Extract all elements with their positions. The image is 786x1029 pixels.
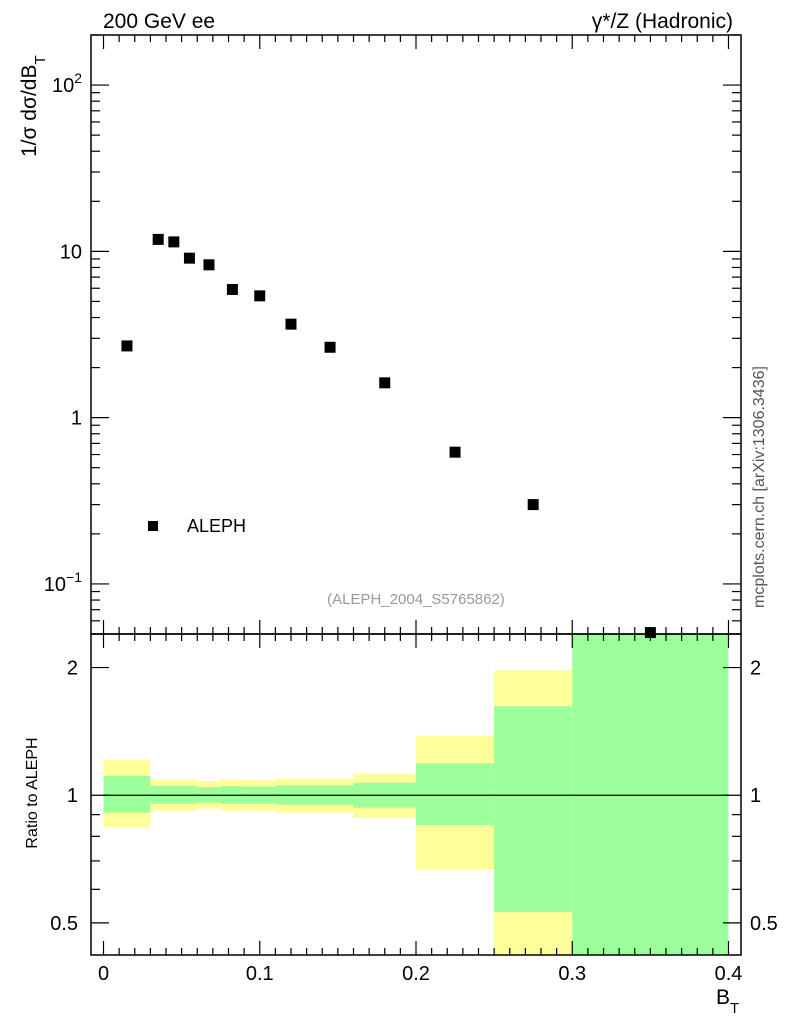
xaxis-label: BT: [716, 986, 739, 1017]
main-ytick-label: 10: [60, 241, 82, 263]
ratio-ylabel: Ratio to ALEPH: [24, 737, 41, 848]
main-ylabel: 1/σ dσ/dBT: [18, 55, 49, 157]
xtick-label: 0.3: [558, 963, 586, 985]
ticks: 0 0.1 0.2 0.3 0.4 10−1 1 10 102 0.5 0.5 1 1 2 2: [44, 34, 778, 985]
ratio-inner-band-8: [494, 706, 573, 913]
xtick-label: 0.2: [402, 963, 430, 985]
data-point-aleph: [449, 446, 461, 458]
xtick-label: 0: [98, 963, 109, 985]
data-point-aleph: [324, 341, 336, 353]
data-point-aleph: [152, 233, 164, 245]
data-point-aleph: [527, 499, 539, 511]
data-point-aleph: [203, 259, 215, 271]
ratio-ytick-label-left: 1: [67, 785, 78, 807]
ratio-inner-band-7: [416, 763, 495, 826]
main-panel-frame: [90, 34, 742, 635]
data-point-aleph: [285, 318, 297, 330]
data-point-aleph: [168, 236, 180, 248]
analysis-tag: (ALEPH_2004_S5765862): [327, 591, 505, 608]
ratio-inner-band-9: [572, 634, 729, 955]
xtick-label: 0.1: [246, 963, 274, 985]
data-point-aleph: [254, 290, 266, 302]
legend-label-aleph: ALEPH: [187, 516, 246, 536]
data-point-aleph: [644, 627, 656, 639]
ratio-ytick-label-right: 0.5: [750, 913, 778, 935]
legend-marker-aleph: [148, 521, 158, 531]
ratio-ytick-label-left: 2: [67, 658, 78, 680]
ratio-ytick-label-right: 1: [750, 785, 761, 807]
ratio-ytick-label-right: 2: [750, 658, 761, 680]
data-points: [121, 233, 656, 639]
main-ytick-label: 1: [71, 408, 82, 430]
ratio-ytick-label-left: 0.5: [50, 913, 78, 935]
data-point-aleph: [183, 252, 195, 264]
side-credit: mcplots.cern.ch [arXiv:1306.3436]: [751, 366, 768, 608]
header-right: γ*/Z (Hadronic): [592, 10, 733, 33]
ratio-inner-band-0: [103, 776, 151, 813]
main-ytick-label: 10−1: [44, 569, 82, 596]
data-point-aleph: [226, 283, 238, 295]
data-point-aleph: [379, 377, 391, 389]
xtick-label: 0.4: [715, 963, 743, 985]
ratio-bands: [103, 634, 729, 955]
header-left: 200 GeV ee: [103, 10, 215, 33]
main-ytick-label: 102: [52, 70, 82, 97]
data-point-aleph: [121, 340, 133, 352]
